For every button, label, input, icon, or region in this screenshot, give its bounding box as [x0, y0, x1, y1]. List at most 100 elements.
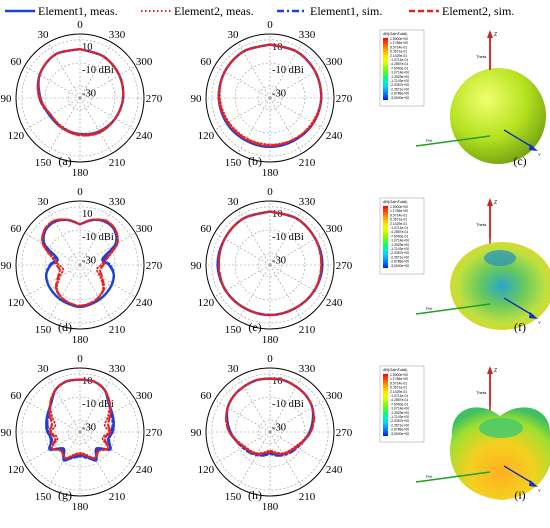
grid-ring — [44, 396, 116, 468]
scale-tick-label: -2.0357e+00 — [390, 83, 409, 87]
radial-tick-label: -10 dBi — [272, 399, 304, 410]
radial-tick-label: -10 dBi — [82, 399, 114, 410]
grid-spoke — [47, 209, 81, 266]
grid-ring — [258, 420, 282, 444]
angle-tick-label: 0 — [267, 19, 273, 31]
legend: Element1, meas. Element2, meas. Element1… — [0, 0, 550, 24]
angle-tick-label: 330 — [109, 29, 126, 41]
grid-spoke — [24, 264, 81, 298]
theta-label: Theta — [476, 54, 487, 59]
angle-tick-label: 240 — [136, 464, 153, 476]
scale-tick-label: -1.0714e+00 — [390, 407, 409, 411]
grid-spoke — [79, 42, 113, 99]
grid-spoke — [79, 376, 113, 433]
angle-tick-label: 60 — [200, 223, 212, 235]
radial-tick-label: 10 — [272, 42, 283, 53]
grid-spoke — [269, 399, 326, 433]
angle-tick-label: 180 — [262, 167, 279, 179]
y-axis-arrow — [529, 480, 538, 487]
color-scale: dB(GainTotal)1.5000e+001.1786e+008.5714e… — [379, 365, 425, 443]
panel-label-f: (f) — [514, 320, 526, 334]
scale-tick-label: -2.3571e+00 — [390, 423, 409, 427]
angle-tick-label: 30 — [38, 29, 50, 41]
angle-tick-label: 90 — [191, 260, 203, 272]
grid-spoke — [214, 65, 271, 99]
angle-tick-label: 180 — [262, 334, 279, 346]
panel-label-a: (a) — [58, 154, 72, 168]
z-axis-label: Z — [494, 32, 497, 38]
y-axis-label: Y — [538, 488, 541, 493]
legend-label: Element1, sim. — [310, 4, 383, 18]
outer-ring — [15, 367, 145, 497]
scale-tick-label: -3.0000e+00 — [390, 96, 409, 100]
grid-ring — [21, 206, 139, 324]
legend-swatch-solid — [5, 9, 35, 13]
grid-spoke — [237, 376, 271, 433]
series-line — [36, 48, 125, 137]
grid-spoke — [79, 232, 136, 266]
scale-tick-label: -1.0714e+00 — [390, 239, 409, 243]
panel-label-h: (h) — [248, 488, 262, 502]
angle-tick-label: 240 — [326, 130, 343, 142]
angle-tick-label: 300 — [136, 390, 153, 402]
scale-tick-label: -4.2857e-01 — [390, 62, 408, 66]
angle-tick-label: 270 — [146, 93, 163, 105]
polar-chart-d: 0 30 60 90 120 150 180 210 240 270 300 330 10 -10 dBi… — [1, 186, 163, 346]
radiation-lobe-top — [479, 418, 523, 438]
y-axis-line — [503, 297, 535, 317]
angle-tick-label: 90 — [191, 93, 203, 105]
y-axis-line — [503, 129, 535, 149]
scale-tick-label: -1.7143e+00 — [390, 415, 409, 419]
y-axis-line — [503, 465, 535, 485]
angle-tick-label: 60 — [10, 56, 22, 68]
angle-tick-label: 330 — [109, 363, 126, 375]
panel-label-g: (g) — [58, 488, 72, 502]
angle-tick-label: 90 — [1, 427, 13, 439]
angle-tick-label: 240 — [136, 297, 153, 309]
angle-tick-label: 300 — [326, 390, 343, 402]
angle-tick-label: 330 — [109, 196, 126, 208]
scale-bar — [383, 374, 388, 436]
scale-tick-label: -1.3929e+00 — [390, 243, 409, 247]
phi-axis-line — [415, 135, 491, 147]
z-axis-label: Z — [494, 368, 497, 374]
field-plot-f: dB(GainTotal)1.5000e+001.1786e+008.5714e… — [379, 197, 550, 330]
legend-label: Element2, sim. — [442, 4, 515, 18]
angle-tick-label: 150 — [35, 324, 52, 336]
angle-tick-label: 30 — [38, 363, 50, 375]
angle-tick-label: 300 — [136, 56, 153, 68]
scale-title: dB(GainTotal) — [383, 199, 408, 204]
scale-tick-label: 5.3571e-01 — [390, 50, 407, 54]
angle-tick-label: 60 — [200, 390, 212, 402]
grid-ring — [68, 420, 92, 444]
angle-tick-label: 90 — [1, 93, 13, 105]
scale-tick-label: 1.5000e+00 — [390, 373, 408, 377]
scale-tick-label: 5.3571e-01 — [390, 218, 407, 222]
scale-tick-label: -3.0000e+00 — [390, 264, 409, 268]
z-axis-label: Z — [494, 200, 497, 206]
polar-chart-b: 0 30 60 90 120 150 180 210 240 270 300 330 10 -10 dBi… — [191, 19, 353, 179]
outer-ring — [15, 33, 145, 163]
grid-spoke — [79, 399, 136, 433]
radial-tick-label: -30 — [82, 422, 96, 433]
angle-tick-label: 180 — [72, 334, 89, 346]
grid-spoke — [24, 65, 81, 99]
grid-ring — [21, 39, 139, 157]
grid-spoke — [214, 264, 271, 298]
angle-tick-label: 120 — [8, 297, 25, 309]
radial-tick-label: -10 dBi — [82, 232, 114, 243]
angle-tick-label: 150 — [225, 491, 242, 503]
series-line — [41, 218, 119, 307]
radiation-dimple — [484, 250, 516, 266]
angle-tick-label: 30 — [38, 196, 50, 208]
angle-tick-label: 210 — [299, 324, 316, 336]
outer-ring — [205, 200, 335, 330]
y-axis-label: Y — [538, 152, 541, 157]
grid-spoke — [214, 399, 271, 433]
grid-ring — [44, 229, 116, 301]
scale-tick-label: 2.1429e-01 — [390, 222, 407, 226]
radial-tick-label: 10 — [82, 209, 93, 220]
angle-tick-label: 0 — [77, 19, 83, 31]
scale-tick-label: -7.5000e-01 — [390, 66, 408, 70]
